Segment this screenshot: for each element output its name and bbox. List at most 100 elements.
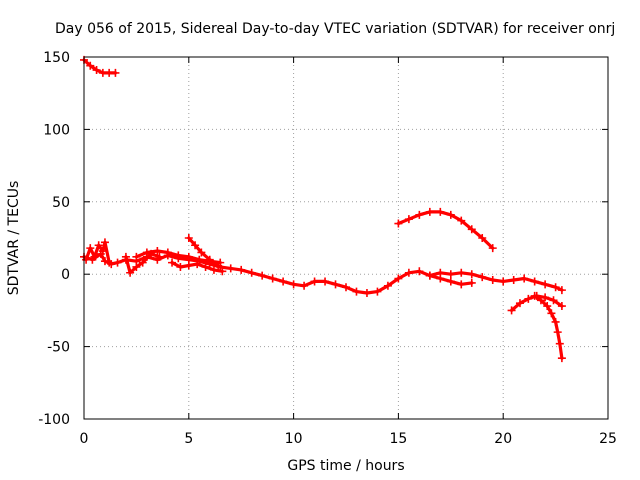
data-point (321, 277, 330, 286)
data-point (362, 289, 371, 298)
data-point (201, 262, 210, 271)
y-tick-label: 150 (43, 50, 70, 66)
data-point (94, 241, 103, 250)
x-tick-label: 5 (184, 431, 193, 447)
data-point (557, 286, 566, 295)
y-tick-label: 0 (61, 267, 70, 283)
data-point (132, 262, 141, 271)
x-tick-label: 15 (389, 431, 407, 447)
series-arc-early (121, 249, 164, 277)
series-line (396, 210, 495, 250)
x-tick-label: 0 (80, 431, 89, 447)
data-point (105, 258, 114, 267)
data-point (168, 258, 177, 267)
data-point (176, 262, 185, 271)
data-point (488, 244, 497, 253)
y-tick-label: -100 (38, 412, 70, 428)
data-point (113, 258, 122, 267)
data-point (543, 302, 552, 311)
data-point (193, 260, 202, 269)
data-point (209, 265, 218, 274)
series-arc-b (132, 247, 225, 267)
data-point (218, 267, 227, 276)
data-point (174, 251, 183, 260)
axis-ticks: 0 5 10 15 20 25 150 100 50 0 -50 -100 (38, 50, 617, 447)
y-tick-label: 50 (52, 195, 70, 211)
data-point (153, 247, 162, 256)
series-arc-e (394, 207, 497, 253)
data-point (530, 291, 539, 300)
series-arc-f (425, 271, 476, 289)
y-tick-label: 100 (43, 122, 70, 138)
data-point (415, 210, 424, 219)
data-point (425, 271, 434, 280)
series-arc-h (530, 291, 566, 363)
data-point (457, 268, 466, 277)
data-point (446, 270, 455, 279)
data-point (383, 281, 392, 290)
data-point (547, 309, 556, 318)
data-point (184, 252, 193, 261)
data-point (524, 294, 533, 303)
data-point (394, 219, 403, 228)
data-point (446, 210, 455, 219)
x-tick-label: 10 (285, 431, 303, 447)
data-point (214, 261, 223, 270)
y-axis-label: SDTVAR / TECUs (6, 181, 22, 296)
data-point (551, 283, 560, 292)
data-point (331, 280, 340, 289)
data-point (436, 274, 445, 283)
data-point (467, 270, 476, 279)
series-line (532, 294, 564, 360)
data-point (82, 255, 91, 264)
data-point (488, 275, 497, 284)
data-point (195, 255, 204, 264)
data-point (126, 268, 135, 277)
data-point (163, 248, 172, 257)
data-point (279, 277, 288, 286)
data-point (90, 252, 99, 261)
data-point (100, 238, 109, 247)
data-series (80, 55, 566, 363)
data-point (404, 268, 413, 277)
series-arc-c (184, 234, 223, 270)
data-point (415, 267, 424, 276)
chart-title: Day 056 of 2015, Sidereal Day-to-day VTE… (55, 21, 615, 37)
data-point (520, 274, 529, 283)
data-point (86, 244, 95, 253)
data-point (352, 287, 361, 296)
data-point (457, 280, 466, 289)
data-point (342, 283, 350, 292)
data-point (373, 287, 382, 296)
data-point (191, 241, 200, 250)
data-point (551, 317, 560, 326)
data-point (509, 275, 518, 284)
series-arc-d (168, 258, 227, 276)
data-point (142, 248, 151, 257)
data-point (553, 328, 562, 337)
data-point (467, 278, 476, 287)
data-point (478, 273, 487, 282)
data-point (98, 247, 107, 256)
data-point (121, 252, 130, 261)
data-point (310, 277, 319, 286)
data-point (436, 207, 445, 216)
grid-lines (84, 57, 608, 419)
plot-frame (83, 56, 609, 420)
data-point (226, 264, 235, 273)
data-point (499, 277, 508, 286)
data-point (557, 354, 566, 363)
data-point (457, 216, 466, 225)
data-point (446, 277, 455, 286)
data-point (237, 265, 246, 274)
data-point (92, 66, 101, 75)
data-point (138, 258, 147, 267)
data-point (555, 339, 564, 348)
x-tick-label: 20 (494, 431, 512, 447)
data-point (478, 234, 487, 242)
data-point (258, 271, 267, 280)
data-point (536, 296, 545, 305)
data-point (132, 252, 141, 261)
data-point (184, 261, 193, 270)
series-arc-spike (82, 238, 114, 267)
